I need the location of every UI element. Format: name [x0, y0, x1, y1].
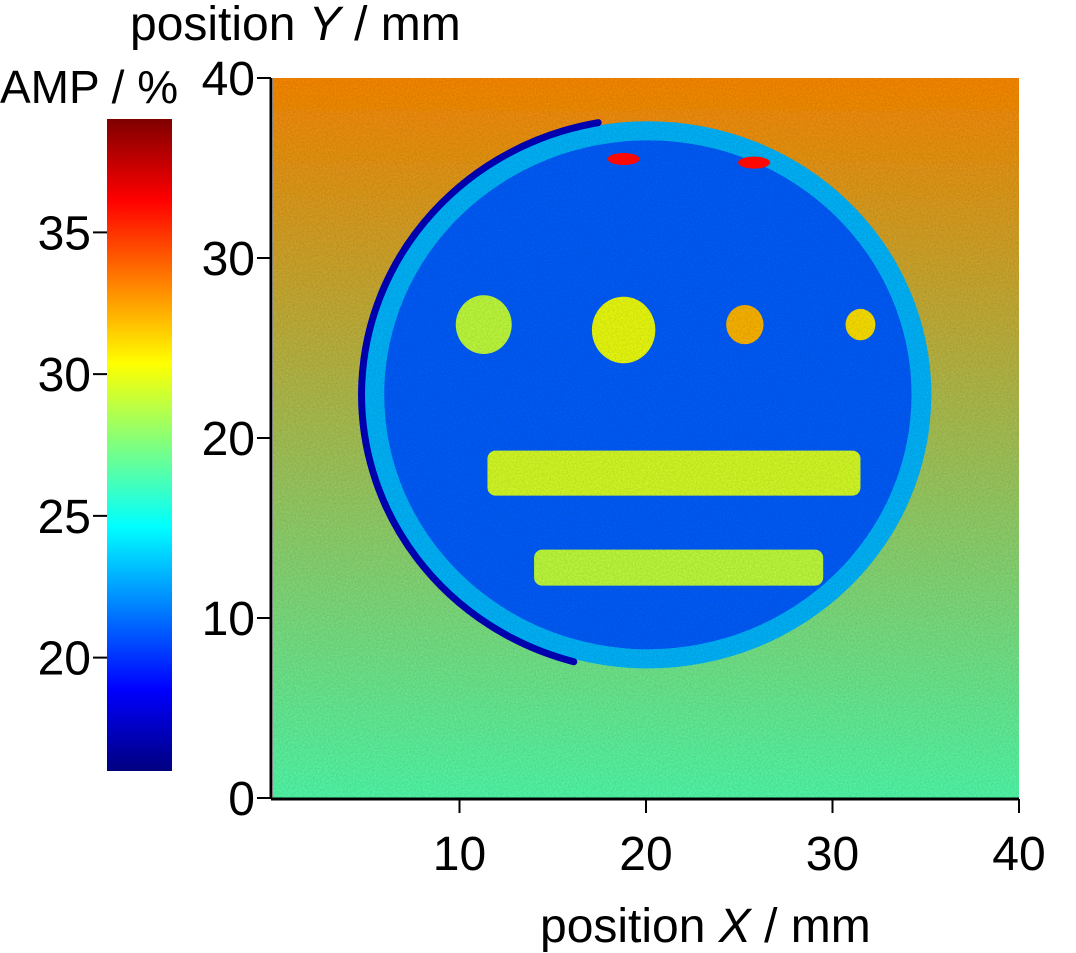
- bar-mark: [534, 549, 824, 586]
- spot-mark: [455, 295, 512, 354]
- spot-mark: [845, 308, 876, 341]
- spot-mark: [591, 296, 656, 364]
- colorbar-title: AMP / %: [0, 61, 178, 113]
- y-tick-label: 20: [202, 413, 255, 466]
- colorbar-gradient: [107, 119, 172, 771]
- y-axis-ticks: 0 10 20 30 40: [202, 53, 271, 826]
- heatmap-area: [273, 78, 1019, 798]
- x-axis-title-prefix: position: [540, 900, 719, 953]
- x-axis-title: position X / mm: [540, 900, 871, 953]
- x-axis-title-var: X: [718, 900, 753, 953]
- hot-mark: [738, 156, 771, 169]
- x-axis-ticks: 10 20 30 40: [433, 799, 1046, 881]
- y-tick-label: 40: [202, 53, 255, 106]
- disc-dark-arc: [358, 119, 602, 666]
- y-axis-title-prefix: position: [130, 0, 309, 51]
- y-tick-label: 10: [202, 593, 255, 646]
- spot-mark: [726, 305, 764, 345]
- disc-body: [384, 140, 912, 650]
- y-axis-title-var: Y: [309, 0, 344, 51]
- hot-mark: [607, 153, 640, 165]
- colorbar-ticks: 20 25 30 35: [38, 207, 107, 686]
- heatmap-layer: [273, 78, 1019, 798]
- x-tick-label: 10: [433, 828, 486, 881]
- x-axis-title-suffix: / mm: [751, 900, 871, 953]
- colorbar-tick-label: 25: [38, 491, 91, 544]
- colorbar-tick-label: 30: [38, 349, 91, 402]
- colorbar-tick-label: 35: [38, 207, 91, 260]
- y-axis-title-suffix: / mm: [341, 0, 461, 51]
- bar-mark: [487, 450, 861, 496]
- x-tick-label: 20: [619, 828, 672, 881]
- x-tick-label: 40: [992, 828, 1045, 881]
- colorbar-tick-label: 20: [38, 633, 91, 686]
- y-tick-label: 30: [202, 233, 255, 286]
- axes: 10 20 30 40 0 10 20 30 40: [202, 53, 1046, 881]
- y-tick-label: 0: [228, 773, 255, 826]
- colorbar: AMP / % 20 25 30 35: [0, 61, 178, 771]
- y-axis-title: position Y / mm: [130, 0, 461, 51]
- x-tick-label: 30: [806, 828, 859, 881]
